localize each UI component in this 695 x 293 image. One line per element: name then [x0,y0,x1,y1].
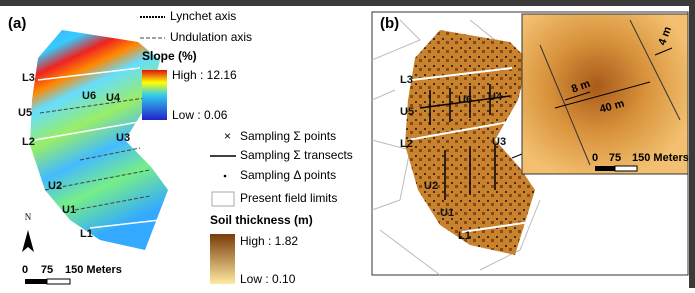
legend-text: High : 1.82 [240,234,298,248]
scale-label: 75 [609,152,621,164]
legend-text: Lynchet axis [170,9,236,23]
scale-bar [615,166,637,171]
legend-text: Present field limits [240,191,337,205]
legend-text: Low : 0.10 [240,272,296,286]
top-strip [0,0,695,6]
map-label: L3 [22,72,35,84]
scale-label: 75 [41,264,53,276]
map-label: U4 [106,92,121,104]
map-label: U6 [458,94,472,106]
scale-label: 0 [22,264,28,276]
map-label: U4 [488,91,503,103]
north-label: N [25,212,32,222]
map-label: U5 [400,106,414,118]
scale-label: 0 [592,152,598,164]
map-label: U6 [82,90,96,102]
map-label: L1 [80,228,93,240]
delta-symbol [224,175,227,178]
map-label: U1 [440,207,454,219]
scale-bar [595,166,615,171]
legend-text: High : 12.16 [172,68,237,82]
legend-text: Sampling Σ points [240,129,336,143]
panel-label: (b) [380,15,399,32]
field-symbol [212,192,234,206]
soil-ramp [210,234,235,284]
map-label: U3 [116,132,130,144]
map-label: U1 [62,204,76,216]
scale-bar [47,279,70,284]
scale-label: 150 Meters [65,264,122,276]
legend-text: Sampling Δ points [240,168,336,182]
figure: (a) L3U5U6U4L2U3U2U1L1 N 075150 Meters L… [0,0,695,288]
map-label: U2 [424,180,438,192]
map-label: L3 [400,74,413,86]
scale-label: 150 Meters [632,152,689,164]
map-label: L2 [22,136,35,148]
map-label: L2 [400,138,413,150]
legend-text: Low : 0.06 [172,108,228,122]
legend-title: Slope (%) [142,49,197,63]
map-label: U2 [48,180,62,192]
legend-symbol: × [224,129,231,143]
panel-label: (a) [8,15,26,32]
map-label: L1 [458,230,471,242]
legend-text: Sampling Σ transects [240,148,353,162]
slope-ramp [142,70,167,120]
legend-text: Undulation axis [170,30,252,44]
map-label: U3 [492,136,506,148]
north-arrow [22,230,34,252]
map-label: U5 [18,107,32,119]
legend-title: Soil thickness (m) [210,213,313,227]
scale-bar [25,279,47,284]
side-strip [689,0,695,288]
